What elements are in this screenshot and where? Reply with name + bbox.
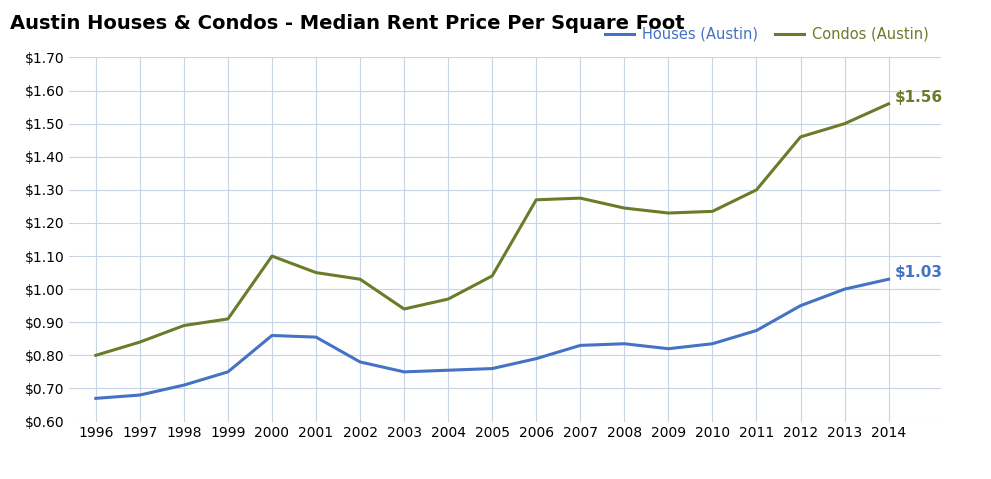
Houses (Austin) — [178, 382, 190, 388]
Condos (Austin) — [662, 210, 674, 216]
Condos (Austin) — [575, 195, 587, 201]
Houses (Austin) — [530, 356, 542, 362]
Text: $1.03: $1.03 — [895, 265, 943, 280]
Houses (Austin) — [838, 286, 850, 292]
Houses (Austin) — [795, 303, 807, 308]
Houses (Austin) — [90, 396, 102, 401]
Text: Austin Houses & Condos - Median Rent Price Per Square Foot: Austin Houses & Condos - Median Rent Pri… — [10, 14, 685, 34]
Condos (Austin) — [398, 306, 410, 312]
Houses (Austin) — [707, 341, 718, 347]
Houses (Austin) — [618, 341, 630, 347]
Condos (Austin) — [266, 253, 277, 259]
Houses (Austin) — [575, 342, 587, 348]
Condos (Austin) — [795, 134, 807, 140]
Condos (Austin) — [134, 339, 146, 345]
Line: Condos (Austin): Condos (Austin) — [96, 104, 889, 355]
Condos (Austin) — [222, 316, 234, 322]
Condos (Austin) — [178, 323, 190, 329]
Condos (Austin) — [487, 273, 498, 279]
Condos (Austin) — [838, 121, 850, 126]
Condos (Austin) — [750, 187, 762, 193]
Legend: Houses (Austin), Condos (Austin): Houses (Austin), Condos (Austin) — [600, 21, 935, 48]
Houses (Austin) — [750, 328, 762, 333]
Condos (Austin) — [707, 208, 718, 214]
Condos (Austin) — [883, 101, 895, 107]
Houses (Austin) — [134, 392, 146, 398]
Houses (Austin) — [442, 367, 454, 373]
Houses (Austin) — [310, 334, 322, 340]
Condos (Austin) — [90, 353, 102, 358]
Line: Houses (Austin): Houses (Austin) — [96, 279, 889, 399]
Houses (Austin) — [487, 365, 498, 371]
Houses (Austin) — [662, 346, 674, 352]
Houses (Austin) — [222, 369, 234, 375]
Houses (Austin) — [883, 276, 895, 282]
Condos (Austin) — [310, 270, 322, 275]
Houses (Austin) — [266, 332, 277, 338]
Houses (Austin) — [398, 369, 410, 375]
Condos (Austin) — [442, 296, 454, 302]
Houses (Austin) — [354, 359, 366, 365]
Condos (Austin) — [530, 197, 542, 203]
Condos (Austin) — [618, 205, 630, 211]
Text: $1.56: $1.56 — [895, 90, 943, 105]
Condos (Austin) — [354, 276, 366, 282]
